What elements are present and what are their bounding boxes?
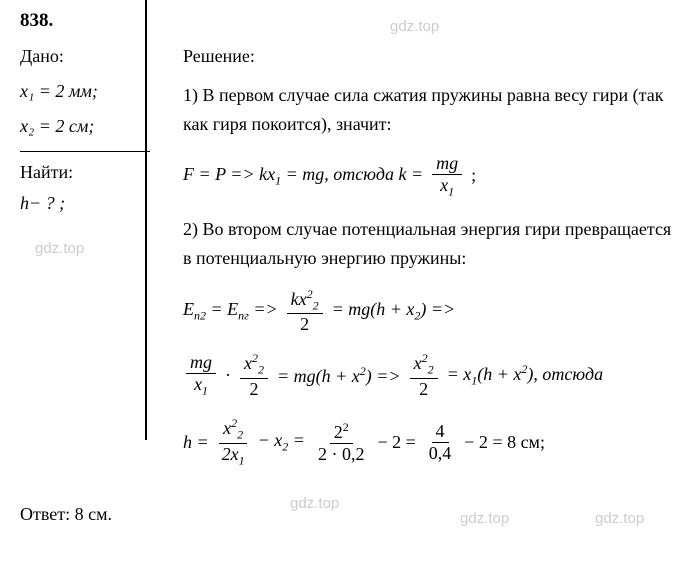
- f3-frac3-num: x22: [410, 351, 438, 379]
- f4-frac3-num: 4: [432, 421, 449, 443]
- f3-frac3: x22 2: [410, 351, 438, 400]
- f4-frac2-den: 2 · 0,2: [314, 444, 369, 465]
- f2-left: Eп2 = Eпг =>: [183, 299, 278, 324]
- f1-den: x1: [436, 175, 458, 200]
- f4-minus: − x2 =: [258, 430, 305, 455]
- f3-frac2-num: x22: [240, 351, 268, 379]
- step2-text: 2) Во втором случае потенциальная энерги…: [183, 215, 679, 273]
- f4-frac2: 22 2 · 0,2: [314, 420, 369, 465]
- f2-den: 2: [296, 314, 313, 335]
- f4-end: − 2 = 8 см;: [464, 432, 545, 453]
- f4-frac1-num: x22: [219, 416, 247, 444]
- given-separator: [20, 151, 150, 152]
- solution-column: Решение: 1) В первом случае сила сжатия …: [165, 46, 679, 484]
- formula-4: h = x22 2x1 − x2 = 22 2 · 0,2 − 2 = 4 0,…: [183, 416, 679, 468]
- solution-label: Решение:: [183, 46, 679, 67]
- f3-frac2-den: 2: [246, 379, 263, 400]
- find-label: Найти:: [20, 162, 155, 183]
- formula-3: mg x1 · x22 2 = mg(h + x2) => x22 2 = x1…: [183, 351, 679, 400]
- given-label: Дано:: [20, 46, 155, 67]
- answer-value: 8 см.: [75, 504, 112, 524]
- f4-frac3: 4 0,4: [425, 421, 456, 464]
- f3-right: = x1(h + x2), отсюда: [447, 362, 604, 389]
- f4-minus2: − 2 =: [377, 432, 415, 453]
- step1-text: 1) В первом случае сила сжатия пружины р…: [183, 81, 679, 139]
- given-x2: x₂ = 2 см;: [20, 116, 155, 137]
- f3-frac2: x22 2: [240, 351, 268, 400]
- f1-end: ;: [471, 165, 476, 186]
- answer-label: Ответ:: [20, 504, 75, 524]
- f3-frac1: mg x1: [186, 352, 216, 399]
- f3-frac1-num: mg: [186, 352, 216, 374]
- problem-number: 838.: [20, 10, 679, 32]
- f2-num: kx22: [287, 287, 323, 315]
- f4-frac2-num: 22: [330, 420, 353, 444]
- f3-dot: ·: [225, 365, 231, 386]
- given-x1: x₁ = 2 мм;: [20, 81, 155, 102]
- answer-line: Ответ: 8 см.: [20, 504, 679, 525]
- find-h: h− ? ;: [20, 193, 155, 214]
- f4-frac1-den: 2x1: [218, 444, 249, 469]
- f1-num: mg: [432, 153, 462, 175]
- f1-left: F = P => kx1 = mg, отсюда k =: [183, 164, 423, 189]
- f3-frac1-den: x1: [190, 374, 212, 399]
- f4-frac3-den: 0,4: [425, 443, 456, 464]
- f3-mid: = mg(h + x2) =>: [277, 364, 401, 387]
- formula-2: Eп2 = Eпг => kx22 2 = mg(h + x2) =>: [183, 287, 679, 336]
- f4-h: h =: [183, 432, 209, 453]
- given-column: Дано: x₁ = 2 мм; x₂ = 2 см; Найти: h− ? …: [20, 46, 165, 484]
- f2-fraction: kx22 2: [287, 287, 323, 336]
- formula-1: F = P => kx1 = mg, отсюда k = mg x1 ;: [183, 153, 679, 200]
- f3-frac3-den: 2: [415, 379, 432, 400]
- f2-right: = mg(h + x2) =>: [332, 299, 456, 324]
- f1-fraction: mg x1: [432, 153, 462, 200]
- f4-frac1: x22 2x1: [218, 416, 249, 468]
- content-wrapper: Дано: x₁ = 2 мм; x₂ = 2 см; Найти: h− ? …: [20, 46, 679, 484]
